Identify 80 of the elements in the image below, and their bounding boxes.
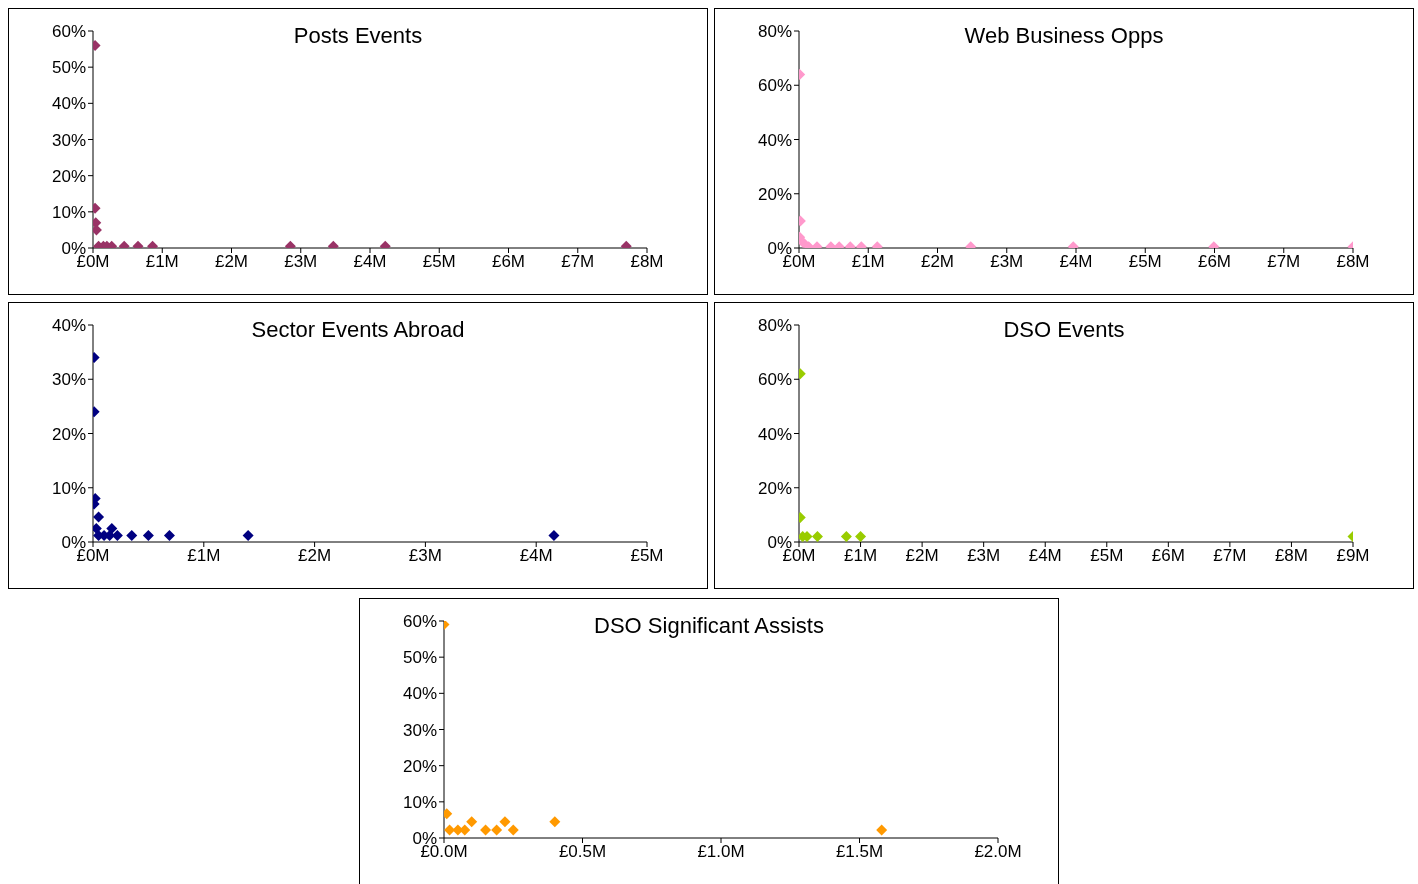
chart-title: Web Business Opps	[964, 23, 1164, 48]
x-tick-label: £1.0M	[697, 842, 745, 862]
y-tick-label: 20%	[51, 424, 86, 444]
point	[142, 529, 154, 541]
point	[126, 529, 138, 541]
y-tick-label: 60%	[757, 76, 792, 96]
point	[811, 531, 823, 542]
y-tick-label: 20%	[402, 756, 437, 776]
y-tick-label: 20%	[757, 184, 792, 204]
x-tick-label: £1M	[145, 252, 179, 272]
x-tick-label: £5M	[422, 252, 456, 272]
x-tick-label: £4M	[1028, 546, 1062, 566]
x-tick-label: £2M	[920, 252, 955, 272]
point	[491, 824, 503, 836]
point	[507, 824, 519, 836]
point	[163, 529, 175, 541]
y-tick-label: 40%	[51, 94, 86, 114]
point	[876, 824, 888, 836]
x-tick-label: £1.5M	[835, 842, 884, 862]
y-tick-label: 80%	[757, 316, 792, 336]
x-tick-label: £1M	[187, 546, 221, 566]
y-tick-label: 80%	[757, 22, 792, 42]
point	[499, 816, 511, 828]
y-tick-label: 40%	[757, 424, 792, 444]
y-tick-label: 40%	[402, 684, 437, 704]
y-tick-label: 40%	[51, 316, 86, 336]
x-tick-label: £3M	[284, 252, 318, 272]
chart-title: DSO Events	[1003, 317, 1125, 342]
y-tick-label: 30%	[402, 720, 437, 740]
x-tick-label: £3M	[408, 546, 442, 566]
x-tick-label: £4M	[353, 252, 387, 272]
y-tick-label: 10%	[51, 478, 86, 498]
point	[549, 816, 561, 828]
y-tick-label: 30%	[51, 370, 86, 390]
y-tick-label: 20%	[51, 166, 86, 186]
x-tick-label: £1M	[851, 252, 885, 272]
x-tick-label: £8M	[1274, 546, 1308, 566]
y-tick-label: 50%	[402, 648, 437, 668]
chart-title: Sector Events Abroad	[251, 317, 465, 342]
x-tick-label: £3M	[990, 252, 1024, 272]
x-tick-label: £5M	[630, 546, 664, 566]
x-tick-label: £2.0M	[974, 842, 1022, 862]
chart-title: DSO Significant Assists	[594, 613, 824, 638]
x-tick-label: £2M	[214, 252, 249, 272]
x-tick-label: £5M	[1090, 546, 1124, 566]
point	[93, 511, 105, 523]
point	[855, 531, 867, 542]
x-tick-label: £2M	[298, 546, 332, 566]
y-tick-label: 30%	[51, 130, 86, 150]
point	[466, 816, 478, 828]
x-tick-label: £4M	[1059, 252, 1093, 272]
point	[480, 824, 492, 836]
point	[242, 529, 254, 541]
x-tick-label: £6M	[1151, 546, 1185, 566]
x-tick-label: £0.5M	[558, 842, 607, 862]
y-tick-label: 60%	[402, 612, 437, 632]
x-tick-label: £6M	[1197, 252, 1232, 272]
point	[840, 531, 852, 542]
x-tick-label: £4M	[519, 546, 553, 566]
point	[106, 522, 118, 534]
x-tick-label: £1M	[844, 546, 878, 566]
x-tick-label: £7M	[561, 252, 595, 272]
x-tick-label: £7M	[1213, 546, 1247, 566]
point	[548, 529, 560, 541]
y-tick-label: 10%	[402, 792, 437, 812]
y-tick-label: 40%	[757, 130, 792, 150]
y-tick-label: 60%	[757, 370, 792, 390]
x-tick-label: £9M	[1336, 546, 1370, 566]
y-tick-label: 50%	[51, 58, 86, 78]
x-tick-label: £8M	[630, 252, 664, 272]
y-tick-label: 20%	[757, 478, 792, 498]
x-tick-label: £6M	[491, 252, 526, 272]
x-tick-label: £5M	[1128, 252, 1162, 272]
x-tick-label: £7M	[1267, 252, 1301, 272]
chart-title: Posts Events	[293, 23, 423, 48]
x-tick-label: £8M	[1336, 252, 1370, 272]
y-tick-label: 10%	[51, 202, 86, 222]
y-tick-label: 60%	[51, 22, 86, 42]
x-tick-label: £2M	[905, 546, 939, 566]
x-tick-label: £3M	[967, 546, 1001, 566]
